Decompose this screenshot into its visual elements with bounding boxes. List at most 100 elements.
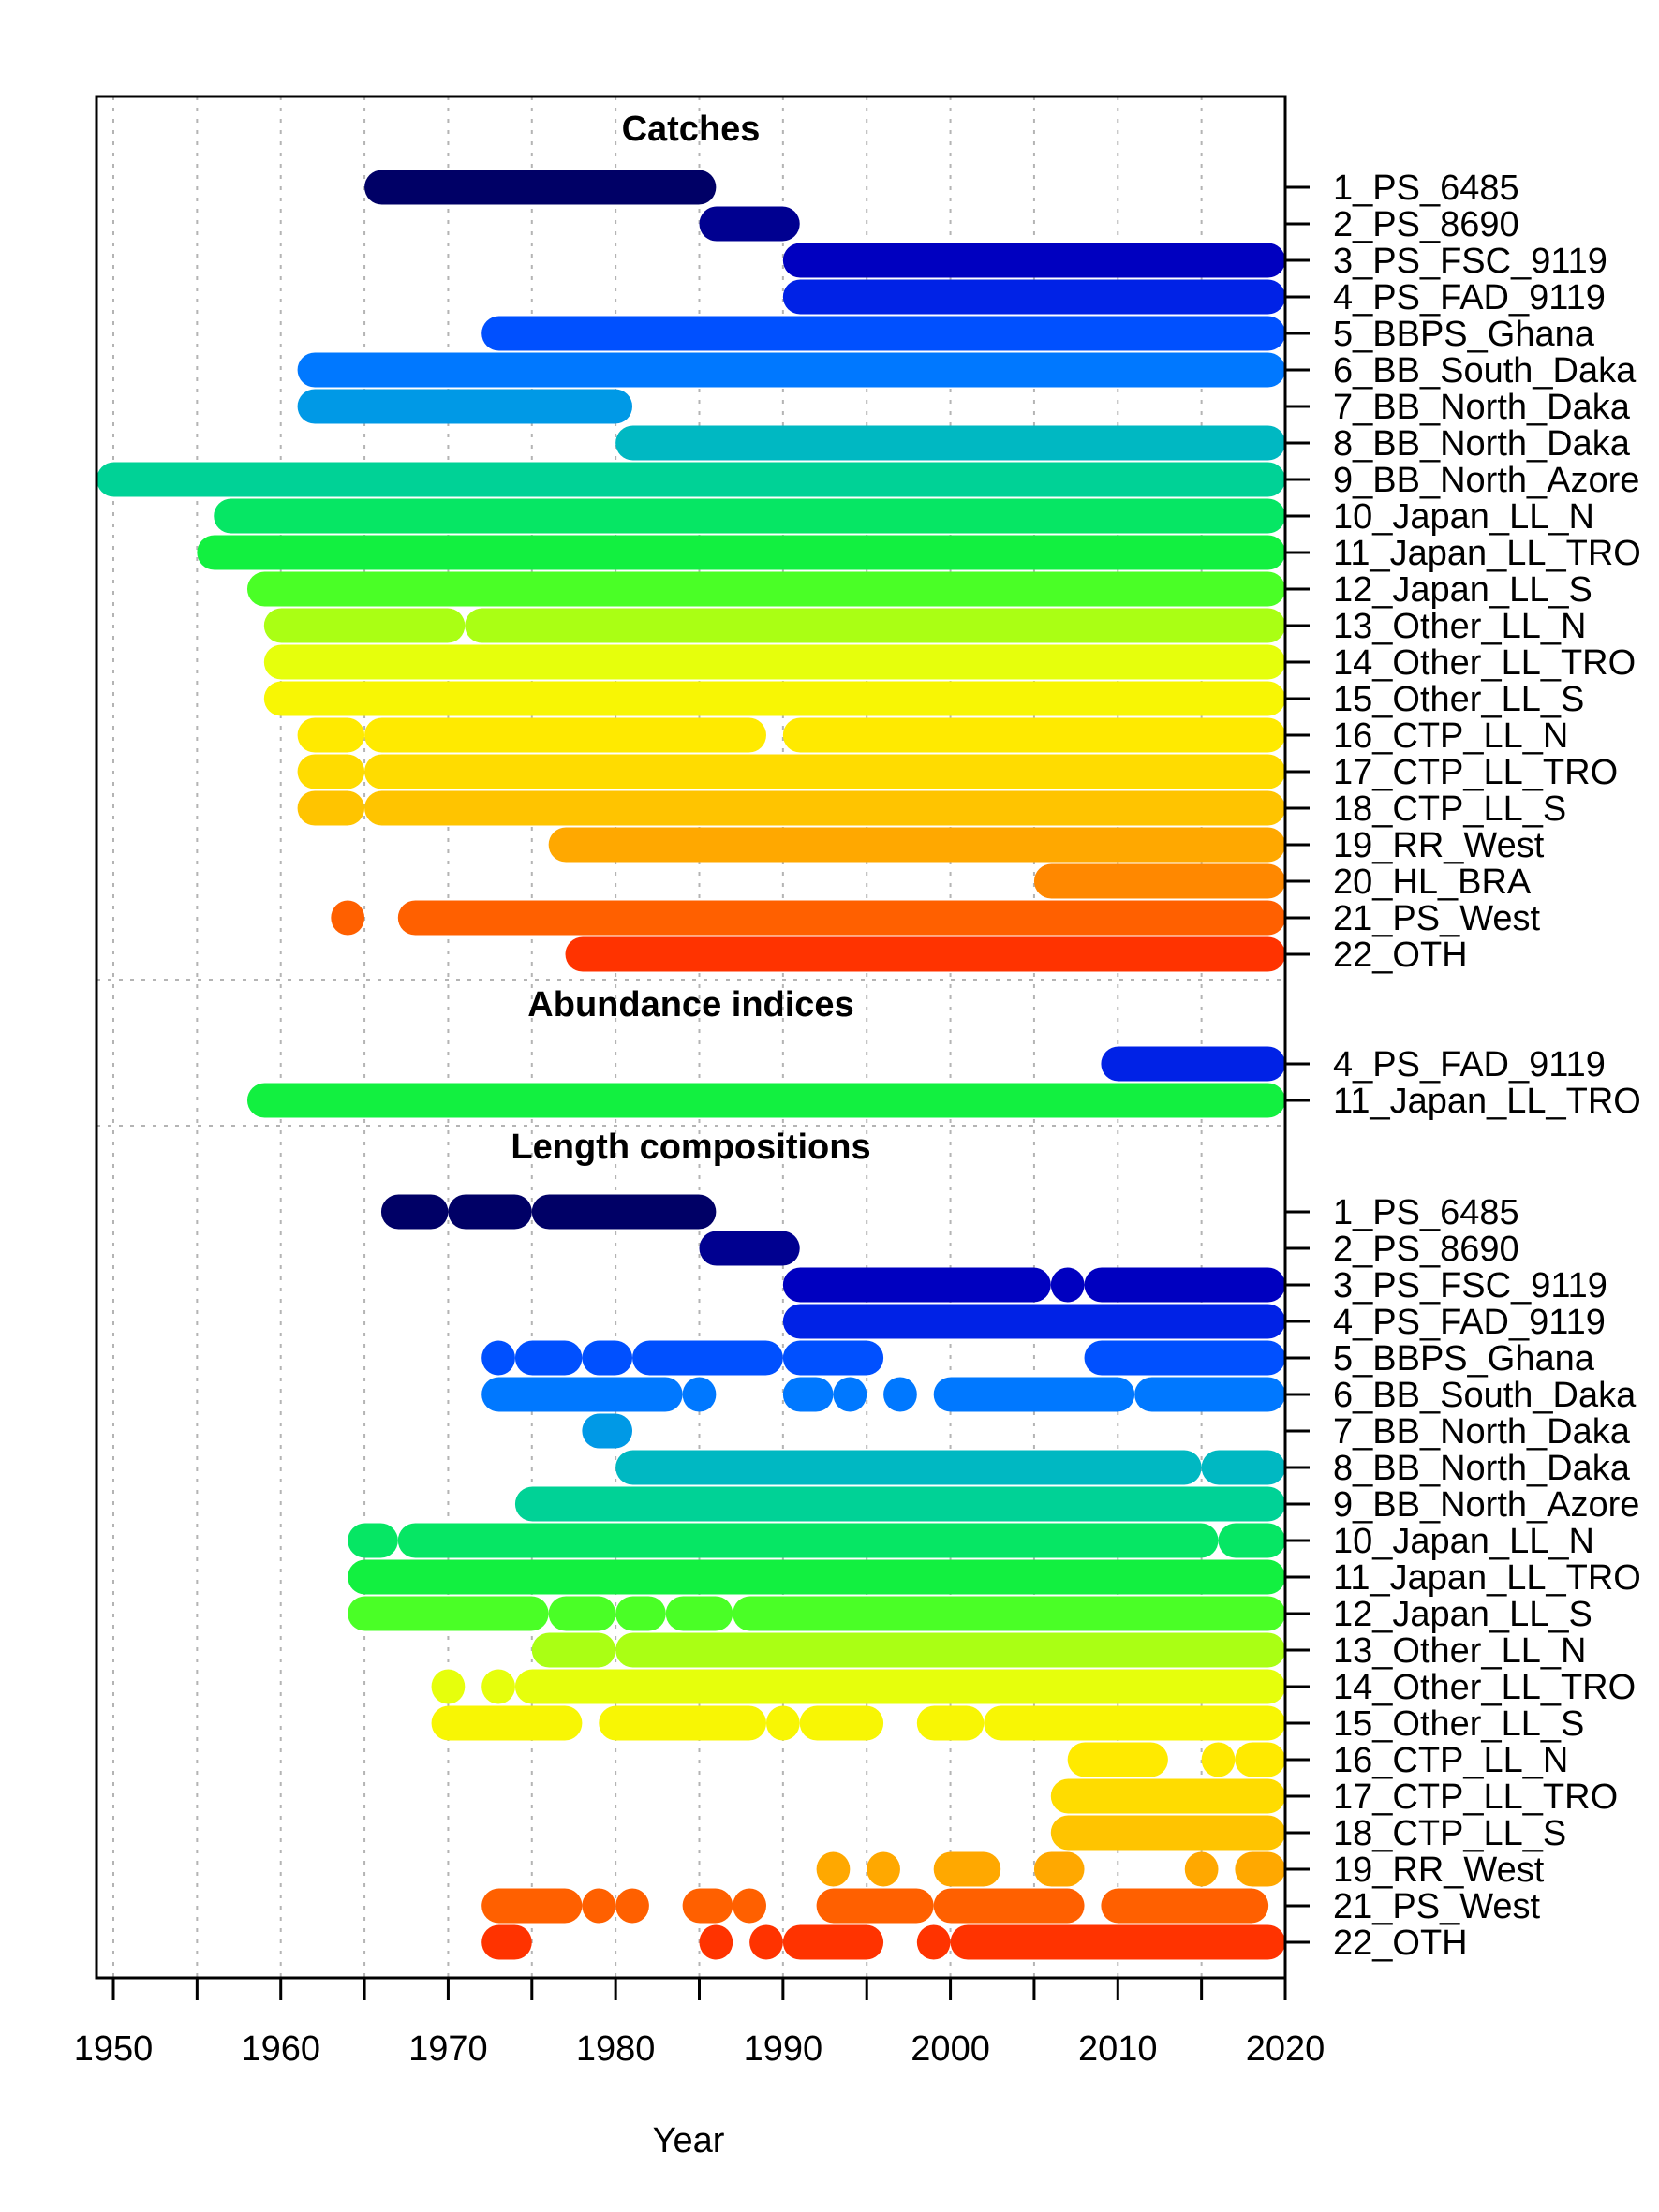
data-bar-segment (297, 717, 365, 753)
data-bar-segment (531, 1194, 717, 1230)
y-tick-label: 22_OTH (1333, 1924, 1468, 1963)
data-bar-segment (297, 754, 365, 789)
data-bar-segment (1184, 1851, 1219, 1887)
panel-titles: Catches Abundance indices Length compositi… (511, 110, 870, 1167)
y-tick-label: 12_Japan_LL_S (1333, 1595, 1592, 1634)
data-bar-segment (465, 608, 1285, 643)
data-bar-segment (782, 1340, 884, 1376)
data-bar-segment (448, 1194, 532, 1230)
data-bar-segment (782, 1267, 1051, 1303)
y-tick-label: 14_Other_LL_TRO (1333, 1668, 1636, 1707)
data-bar-segment (297, 352, 1285, 388)
data-bar-segment (331, 900, 365, 936)
data-bar-segment (1235, 1742, 1285, 1777)
y-tick-label: 9_BB_North_Azore (1333, 1485, 1639, 1525)
data-bar-segment (397, 900, 1285, 936)
data-bar-segment (514, 1669, 1285, 1704)
grid-lines (96, 96, 1285, 1978)
data-bar-segment (246, 1083, 1285, 1118)
data-bar-segment (96, 462, 1285, 497)
y-tick-label: 17_CTP_LL_TRO (1333, 753, 1618, 792)
x-tick-label: 1970 (408, 2029, 488, 2069)
data-bar-segment (246, 571, 1285, 607)
y-tick-label: 11_Japan_LL_TRO (1333, 1082, 1641, 1121)
data-bar-segment (782, 1377, 834, 1412)
y-tick-label: 16_CTP_LL_N (1333, 1741, 1568, 1780)
data-bar-segment (1084, 1340, 1285, 1376)
data-bar-segment (348, 1523, 398, 1558)
panel-title: Abundance indices (527, 985, 853, 1025)
data-bar-segment (749, 1924, 783, 1960)
data-bar-segment (816, 1888, 934, 1924)
y-tick-label: 1_PS_6485 (1333, 1193, 1519, 1232)
data-bar-segment (933, 1888, 1085, 1924)
y-tick-label: 11_Japan_LL_TRO (1333, 1558, 1641, 1598)
data-bar-segment (833, 1377, 867, 1412)
data-bar-segment (699, 1924, 733, 1960)
y-tick-label: 13_Other_LL_N (1333, 607, 1586, 646)
y-axis: 1_PS_64852_PS_86903_PS_FSC_91194_PS_FAD_… (1285, 169, 1641, 1963)
x-tick-label: 2010 (1078, 2029, 1158, 2069)
data-bar-segment (1050, 1267, 1085, 1303)
y-tick-label: 19_RR_West (1333, 826, 1545, 865)
data-bar-segment (348, 1559, 1285, 1595)
y-tick-label: 3_PS_FSC_9119 (1333, 242, 1607, 281)
data-bar-segment (950, 1924, 1285, 1960)
data-bar-segment (1050, 1778, 1285, 1814)
data-bar-segment (1235, 1851, 1285, 1887)
y-tick-label: 17_CTP_LL_TRO (1333, 1777, 1618, 1817)
data-bar-segment (565, 936, 1285, 972)
panel-title: Length compositions (511, 1128, 870, 1167)
data-bar-segment (615, 1888, 649, 1924)
y-tick-label: 7_BB_North_Daka (1333, 1412, 1631, 1452)
data-bar-segment (1218, 1523, 1285, 1558)
data-bar-segment (984, 1705, 1285, 1741)
y-tick-label: 4_PS_FAD_9119 (1333, 1045, 1606, 1084)
y-tick-label: 7_BB_North_Daka (1333, 388, 1631, 427)
data-bar-segment (481, 1340, 515, 1376)
data-bar-segment (481, 316, 1285, 351)
data-bar-segment (1084, 1267, 1285, 1303)
data-bar-segment (916, 1924, 951, 1960)
y-tick-label: 5_BBPS_Ghana (1333, 1339, 1595, 1379)
data-bar-segment (531, 1632, 616, 1668)
data-bar-segment (514, 1340, 583, 1376)
data-bar-segment (380, 1194, 449, 1230)
x-tick-label: 1980 (576, 2029, 656, 2069)
data-bar-segment (263, 681, 1285, 716)
data-bar-segment (197, 535, 1285, 570)
data-bar-segment (1201, 1450, 1285, 1485)
y-tick-label: 6_BB_South_Daka (1333, 351, 1637, 391)
data-bar-segment (1201, 1742, 1236, 1777)
data-bar-segment (364, 717, 766, 753)
y-tick-label: 12_Japan_LL_S (1333, 570, 1592, 610)
data-bar-segment (816, 1851, 851, 1887)
data-bar-segment (615, 1632, 1285, 1668)
x-tick-label: 2020 (1246, 2029, 1326, 2069)
y-tick-label: 18_CTP_LL_S (1333, 1814, 1566, 1853)
x-tick-label: 1960 (241, 2029, 320, 2069)
data-bar-segment (665, 1596, 733, 1631)
data-bar-segment (867, 1851, 900, 1887)
data-bar-segment (397, 1523, 1219, 1558)
data-bar-segment (782, 243, 1285, 278)
data-bar-segment (782, 717, 1285, 753)
y-tick-label: 3_PS_FSC_9119 (1333, 1266, 1607, 1305)
y-tick-label: 4_PS_FAD_9119 (1333, 1303, 1606, 1342)
data-bar-segment (615, 425, 1285, 461)
data-bar-segment (481, 1669, 515, 1704)
data-bar-segment (933, 1377, 1135, 1412)
y-tick-label: 1_PS_6485 (1333, 169, 1519, 208)
y-tick-label: 6_BB_South_Daka (1333, 1376, 1637, 1415)
data-bar-segment (548, 827, 1285, 863)
y-tick-label: 22_OTH (1333, 936, 1468, 975)
y-tick-label: 2_PS_8690 (1333, 205, 1519, 244)
data-bar-segment (481, 1924, 532, 1960)
data-bar-segment (765, 1705, 800, 1741)
data-bar-segment (214, 498, 1285, 534)
data-bar-segment (1134, 1377, 1285, 1412)
data-bar-segment (933, 1851, 1001, 1887)
data-bar-segment (916, 1705, 985, 1741)
data-bar-segment (514, 1486, 1285, 1522)
